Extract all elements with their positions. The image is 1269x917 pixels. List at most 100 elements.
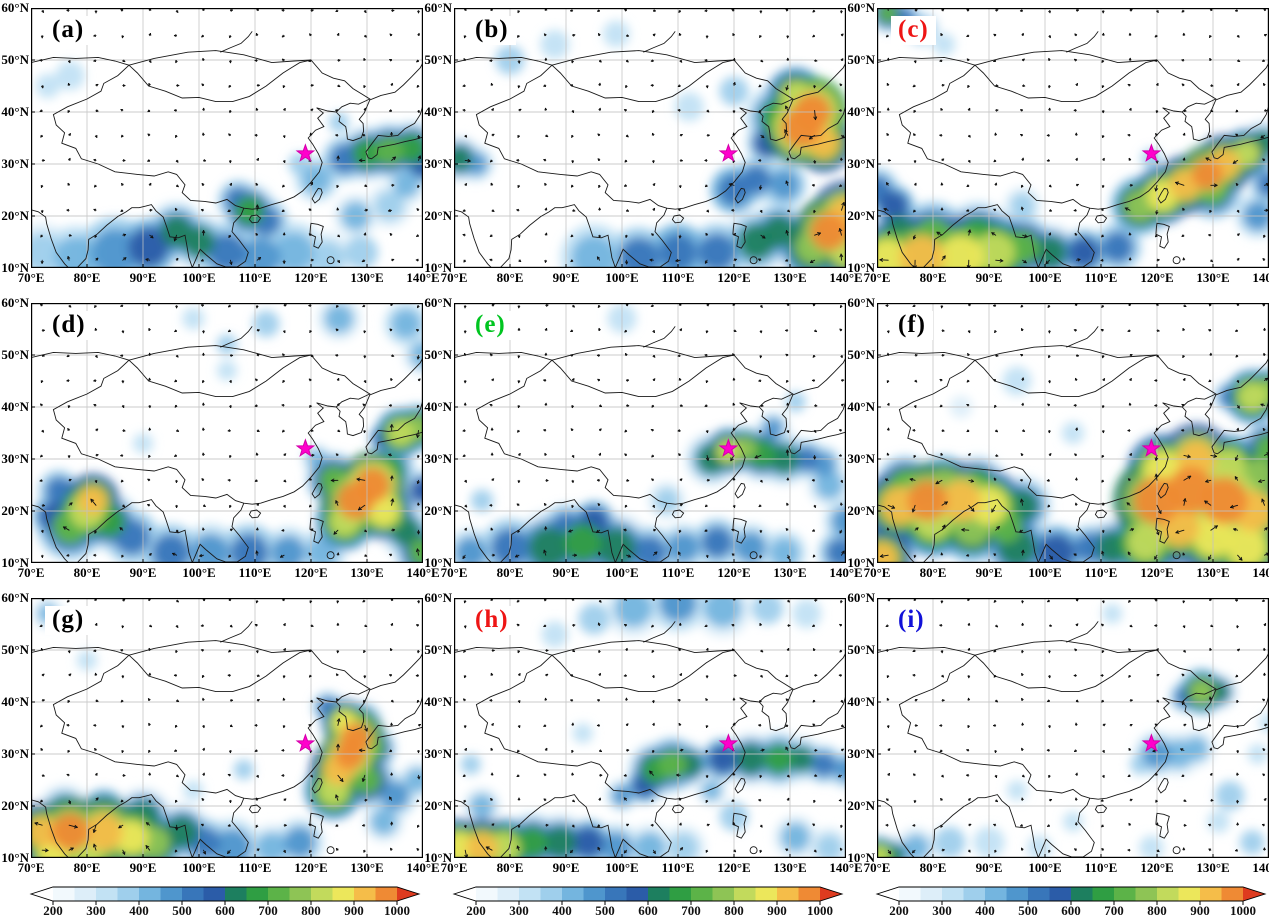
lat-tick-label: 40°N xyxy=(1,104,29,119)
colorbar-tick-label: 1000 xyxy=(807,903,833,917)
lat-tick-label: 30°N xyxy=(1,746,29,761)
lat-tick-label: 20°N xyxy=(424,208,452,223)
lon-tick-label: 140°E xyxy=(1252,565,1269,580)
lon-tick-label: 70°E xyxy=(440,565,468,580)
coastline xyxy=(31,326,423,563)
lon-tick-label: 120°E xyxy=(1140,860,1174,875)
panel-label-h: (h) xyxy=(468,606,516,635)
station-star-icon xyxy=(295,733,316,752)
lat-tick-label: 30°N xyxy=(1,156,29,171)
colorbar-tick-label: 700 xyxy=(1104,903,1124,917)
lon-tick-label: 90°E xyxy=(975,270,1003,285)
lon-tick-label: 110°E xyxy=(238,860,272,875)
panel-label-i: (i) xyxy=(891,606,932,635)
lon-tick-label: 90°E xyxy=(552,565,580,580)
lon-tick-label: 100°E xyxy=(182,565,216,580)
lat-tick-label: 50°N xyxy=(847,347,875,362)
wind-vectors xyxy=(462,598,844,858)
lat-tick-label: 10°N xyxy=(847,850,875,865)
map-panel-i: (i) 60°N 50°N 40°N 30°N 20°N 10°N 70°E 80°E 90°E 1… xyxy=(846,590,1269,885)
lon-tick-label: 70°E xyxy=(863,860,891,875)
panel-label-b: (b) xyxy=(468,16,516,45)
lon-tick-label: 70°E xyxy=(440,270,468,285)
lon-tick-label: 120°E xyxy=(294,565,328,580)
map-plot-f xyxy=(877,303,1269,563)
lon-tick-label: 90°E xyxy=(552,270,580,285)
lon-tick-label: 140°E xyxy=(829,860,863,875)
lat-tick-label: 60°N xyxy=(424,295,452,310)
wind-vectors xyxy=(34,598,421,855)
colorbar-tick-label: 800 xyxy=(1147,903,1167,917)
lat-tick-label: 40°N xyxy=(847,104,875,119)
colorbar-svg: 200 300 400 500 600 700 800 900 1000 xyxy=(875,886,1267,917)
lon-tick-label: 80°E xyxy=(919,565,947,580)
colorbar-tick-label: 500 xyxy=(1018,903,1038,917)
lon-tick-label: 100°E xyxy=(182,860,216,875)
panel-grid: (a) 60°N 50°N 40°N 30°N 20°N 10°N 70°E 80°E 90°E 1… xyxy=(0,0,1269,885)
lat-tick-label: 30°N xyxy=(847,746,875,761)
lon-tick-label: 110°E xyxy=(238,270,272,285)
lon-tick-label: 90°E xyxy=(975,860,1003,875)
lat-tick-label: 20°N xyxy=(1,798,29,813)
coastline xyxy=(31,621,423,858)
wind-vectors xyxy=(39,303,421,558)
wind-vectors xyxy=(462,8,846,265)
map-panel-a: (a) 60°N 50°N 40°N 30°N 20°N 10°N 70°E 80°E 90°E 1… xyxy=(0,0,439,295)
lon-tick-label: 80°E xyxy=(919,860,947,875)
colorbar-tick-label: 200 xyxy=(43,903,63,917)
lat-tick-label: 40°N xyxy=(424,694,452,709)
colorbar-tick-label: 700 xyxy=(258,903,278,917)
lon-tick-label: 100°E xyxy=(182,270,216,285)
map-plot-e xyxy=(454,303,846,563)
lon-tick-label: 90°E xyxy=(129,270,157,285)
colorbar-tick-label: 900 xyxy=(1190,903,1210,917)
map-panel-g: (g) 60°N 50°N 40°N 30°N 20°N 10°N 70°E 80°E 90°E 1… xyxy=(0,590,439,885)
lat-tick-label: 60°N xyxy=(847,295,875,310)
lon-tick-label: 120°E xyxy=(294,270,328,285)
lon-tick-label: 110°E xyxy=(238,565,272,580)
lat-tick-label: 50°N xyxy=(847,642,875,657)
colorbar-2: 200 300 400 500 600 700 800 900 1000 xyxy=(423,885,846,917)
lon-tick-label: 100°E xyxy=(605,565,639,580)
lat-tick-label: 20°N xyxy=(847,503,875,518)
colorbar-tick-label: 500 xyxy=(595,903,615,917)
wind-vectors xyxy=(885,598,1268,855)
lat-tick-label: 30°N xyxy=(847,156,875,171)
station-star-icon xyxy=(1141,733,1162,752)
station-star-icon xyxy=(718,733,739,752)
lon-tick-label: 130°E xyxy=(1196,860,1230,875)
map-plot-a xyxy=(31,8,423,268)
map-panel-e: (e) 60°N 50°N 40°N 30°N 20°N 10°N 70°E 80°E 90°E 1… xyxy=(423,295,862,590)
colorbar-tick-label: 900 xyxy=(767,903,787,917)
lat-tick-label: 10°N xyxy=(1,555,29,570)
lon-tick-label: 90°E xyxy=(975,565,1003,580)
lat-tick-label: 20°N xyxy=(424,503,452,518)
wind-vectors xyxy=(39,8,422,265)
lat-tick-label: 20°N xyxy=(1,208,29,223)
map-panel-c: (c) 60°N 50°N 40°N 30°N 20°N 10°N 70°E 80°E 90°E 1… xyxy=(846,0,1269,295)
lon-tick-label: 80°E xyxy=(73,565,101,580)
map-plot-g xyxy=(31,598,423,858)
lat-tick-label: 60°N xyxy=(424,0,452,15)
panel-label-f: (f) xyxy=(891,311,933,340)
lon-tick-label: 70°E xyxy=(440,860,468,875)
colorbar-tick-label: 400 xyxy=(975,903,995,917)
lon-tick-label: 140°E xyxy=(406,860,440,875)
lon-tick-label: 130°E xyxy=(350,270,384,285)
lat-tick-label: 40°N xyxy=(424,104,452,119)
map-plot-h xyxy=(454,598,846,858)
lon-tick-label: 140°E xyxy=(829,565,863,580)
lon-tick-label: 120°E xyxy=(717,860,751,875)
lon-tick-label: 110°E xyxy=(661,565,695,580)
colorbar-tick-label: 1000 xyxy=(1230,903,1256,917)
colorbar-svg: 200 300 400 500 600 700 800 900 1000 xyxy=(29,886,421,917)
lon-tick-label: 130°E xyxy=(350,860,384,875)
lon-tick-label: 130°E xyxy=(773,860,807,875)
lat-tick-label: 30°N xyxy=(1,451,29,466)
colorbar-tick-label: 400 xyxy=(552,903,572,917)
lat-tick-label: 60°N xyxy=(847,590,875,605)
colorbar-tick-label: 800 xyxy=(301,903,321,917)
lon-tick-label: 110°E xyxy=(1084,270,1118,285)
panel-label-a: (a) xyxy=(45,16,92,45)
